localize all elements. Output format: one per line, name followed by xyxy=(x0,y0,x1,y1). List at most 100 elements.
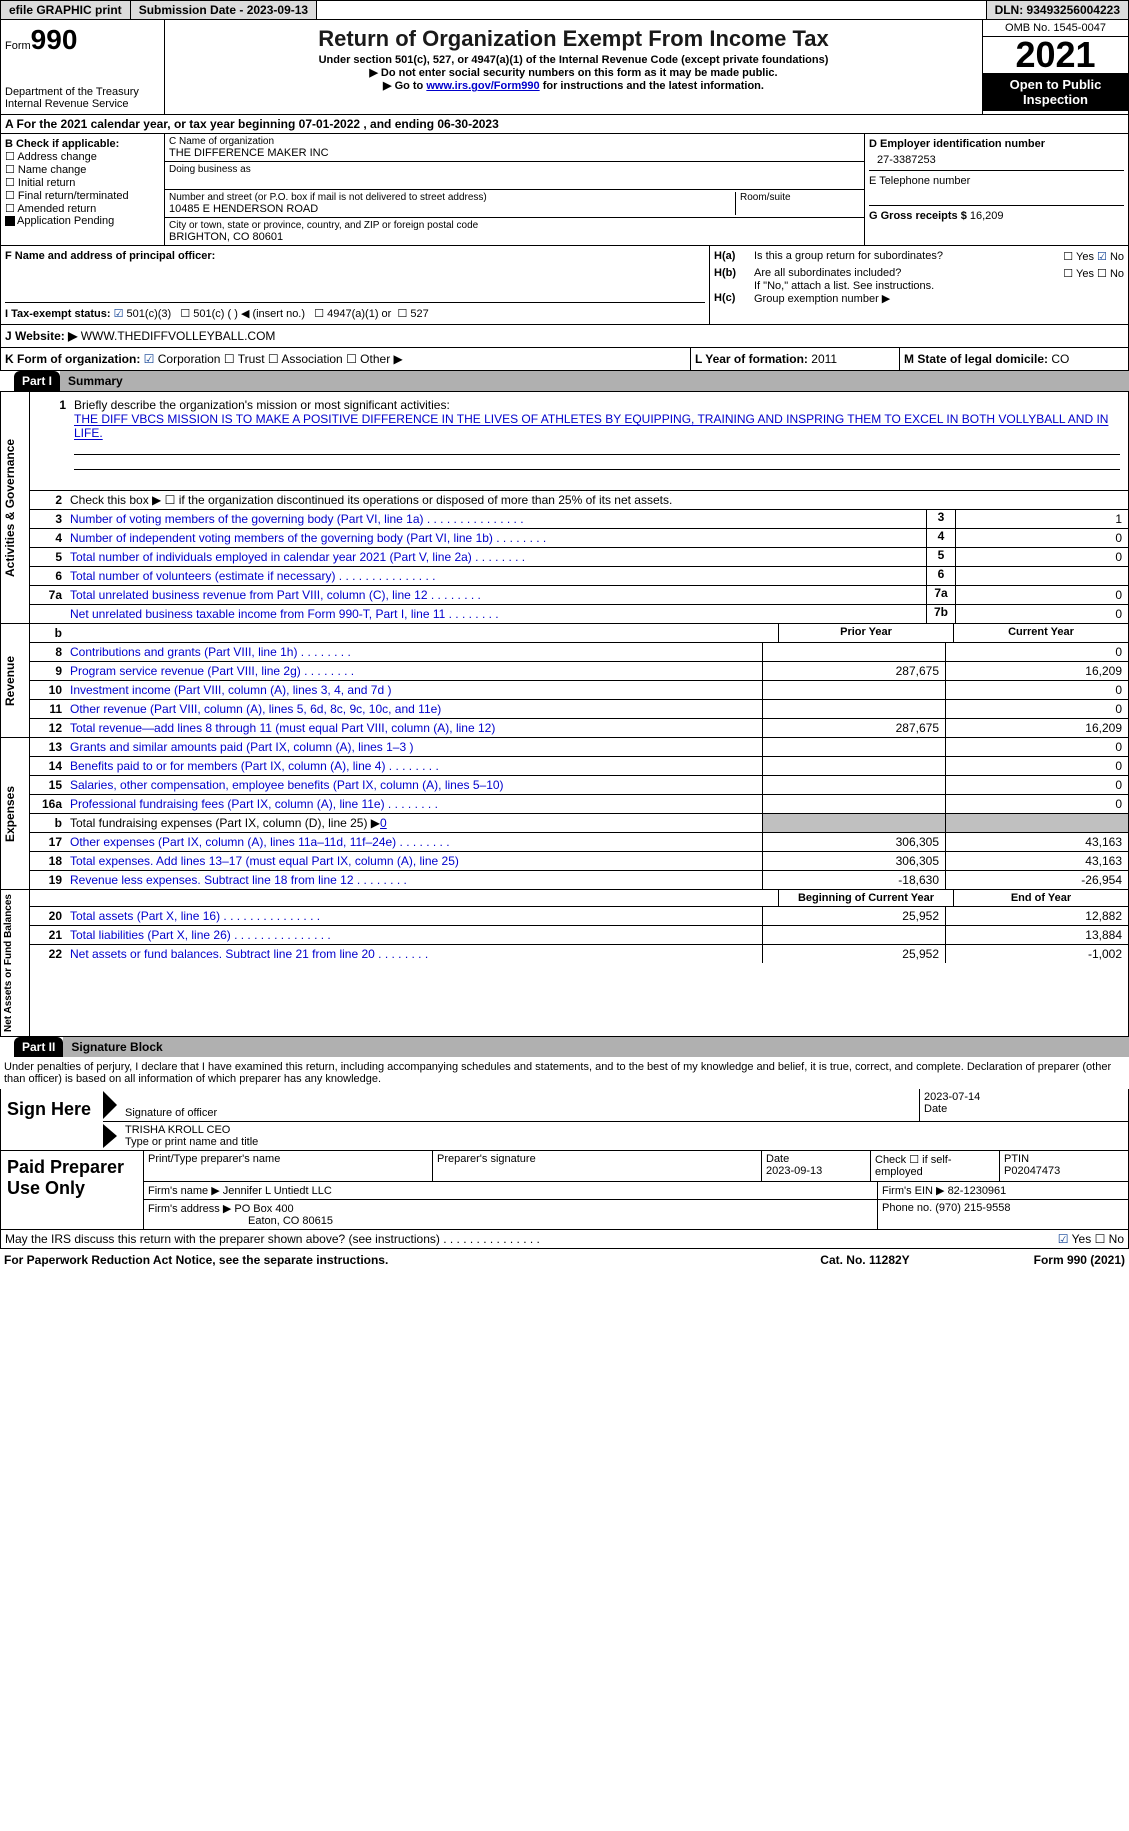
firm-ein: 82-1230961 xyxy=(948,1185,1007,1197)
cb-address-change[interactable]: Address change xyxy=(5,150,160,163)
cb-527[interactable]: 527 xyxy=(397,308,428,320)
Ha-yes[interactable]: Yes xyxy=(1063,251,1094,263)
c15: 0 xyxy=(945,776,1128,794)
l1-label: Briefly describe the organization's miss… xyxy=(74,398,450,412)
room-label: Room/suite xyxy=(740,192,860,203)
Hc-text: Group exemption number ▶ xyxy=(754,292,890,305)
C-name-label: C Name of organization xyxy=(169,136,860,147)
l13: Grants and similar amounts paid (Part IX… xyxy=(66,738,762,756)
l5: Total number of individuals employed in … xyxy=(66,548,926,566)
expenses-section: Expenses 13Grants and similar amounts pa… xyxy=(0,738,1129,890)
c12: 16,209 xyxy=(945,719,1128,737)
c19: -26,954 xyxy=(945,871,1128,889)
L-label: L Year of formation: xyxy=(695,352,808,366)
F-label: F Name and address of principal officer: xyxy=(5,250,705,262)
top-bar: efile GRAPHIC print Submission Date - 20… xyxy=(0,0,1129,20)
goto-suffix: for instructions and the latest informat… xyxy=(540,80,764,92)
Hb-yes[interactable]: Yes xyxy=(1063,268,1094,280)
c8: 0 xyxy=(945,643,1128,661)
prep-name-label: Print/Type preparer's name xyxy=(148,1153,428,1165)
cb-4947[interactable]: 4947(a)(1) or xyxy=(314,308,391,320)
cb-final-return[interactable]: Final return/terminated xyxy=(5,189,160,202)
firm-name: Jennifer L Untiedt LLC xyxy=(223,1185,332,1197)
sign-here-label: Sign Here xyxy=(1,1089,103,1150)
v7b: 0 xyxy=(955,605,1128,623)
K-L-M-row: K Form of organization: Corporation Trus… xyxy=(0,348,1129,371)
p15 xyxy=(762,776,945,794)
subtitle-1: Under section 501(c), 527, or 4947(a)(1)… xyxy=(173,54,974,66)
Ha-no[interactable]: No xyxy=(1097,251,1124,263)
arrow-icon xyxy=(103,1124,117,1148)
c11: 0 xyxy=(945,700,1128,718)
p13 xyxy=(762,738,945,756)
Ha-text: Is this a group return for subordinates? xyxy=(754,250,1063,263)
form990-link[interactable]: www.irs.gov/Form990 xyxy=(426,80,539,92)
ein-value: 27-3387253 xyxy=(869,150,1124,166)
cb-501c[interactable]: 501(c) ( ) ◀ (insert no.) xyxy=(180,308,305,320)
cb-other[interactable]: Other ▶ xyxy=(346,352,403,366)
officer-name: TRISHA KROLL CEO xyxy=(125,1124,1124,1136)
sig-date-value: 2023-07-14 xyxy=(924,1091,1124,1103)
section-B-to-G: B Check if applicable: Address change Na… xyxy=(0,134,1129,246)
dln: DLN: 93493256004223 xyxy=(986,1,1128,19)
col-prior: Prior Year xyxy=(778,624,953,642)
l7b: Net unrelated business taxable income fr… xyxy=(66,605,926,623)
revenue-section: Revenue bPrior YearCurrent Year 8Contrib… xyxy=(0,624,1129,738)
p9: 287,675 xyxy=(762,662,945,680)
l11: Other revenue (Part VIII, column (A), li… xyxy=(66,700,762,718)
firm-name-label: Firm's name ▶ xyxy=(148,1185,220,1197)
tax-year-range: A For the 2021 calendar year, or tax yea… xyxy=(0,115,1129,134)
cb-initial-return[interactable]: Initial return xyxy=(5,176,160,189)
city-label: City or town, state or province, country… xyxy=(169,220,860,231)
b20: 25,952 xyxy=(762,907,945,925)
c9: 16,209 xyxy=(945,662,1128,680)
form-label: Form xyxy=(5,40,31,52)
paperwork-notice: For Paperwork Reduction Act Notice, see … xyxy=(4,1253,765,1267)
cb-association[interactable]: Association xyxy=(268,352,343,366)
part1-title: Summary xyxy=(60,371,1129,391)
phone-label: Phone no. xyxy=(882,1202,932,1214)
p18: 306,305 xyxy=(762,852,945,870)
J-label: J Website: ▶ xyxy=(5,329,77,343)
dba-label: Doing business as xyxy=(169,164,860,175)
net-assets-section: Net Assets or Fund Balances Beginning of… xyxy=(0,890,1129,1037)
prep-date: 2023-09-13 xyxy=(766,1165,866,1177)
firm-addr-label: Firm's address ▶ xyxy=(148,1203,231,1215)
l18: Total expenses. Add lines 13–17 (must eq… xyxy=(66,852,762,870)
cb-amended-return[interactable]: Amended return xyxy=(5,202,160,215)
mission-text: THE DIFF VBCS MISSION IS TO MAKE A POSIT… xyxy=(74,412,1108,440)
l4: Number of independent voting members of … xyxy=(66,529,926,547)
date-label: Date xyxy=(924,1103,1124,1115)
l10: Investment income (Part VIII, column (A)… xyxy=(66,681,762,699)
M-label: M State of legal domicile: xyxy=(904,352,1048,366)
cb-trust[interactable]: Trust xyxy=(224,352,265,366)
gross-receipts: 16,209 xyxy=(970,210,1004,222)
l19: Revenue less expenses. Subtract line 18 … xyxy=(66,871,762,889)
v5: 0 xyxy=(955,548,1128,566)
name-title-label: Type or print name and title xyxy=(125,1136,1124,1148)
arrow-icon xyxy=(103,1091,117,1119)
cb-501c3[interactable]: 501(c)(3) xyxy=(114,308,172,320)
cb-app-pending[interactable]: Application Pending xyxy=(5,215,160,227)
prep-date-label: Date xyxy=(766,1153,866,1165)
part1-badge: Part I xyxy=(14,371,60,391)
subtitle-2: ▶ Do not enter social security numbers o… xyxy=(173,66,974,79)
check-self-employed[interactable]: Check ☐ if self-employed xyxy=(871,1151,1000,1181)
discuss-no[interactable]: No xyxy=(1095,1232,1124,1246)
vlabel-expenses: Expenses xyxy=(1,738,30,889)
cb-name-change[interactable]: Name change xyxy=(5,163,160,176)
open-inspection: Open to Public Inspection xyxy=(983,73,1128,111)
l12: Total revenue—add lines 8 through 11 (mu… xyxy=(66,719,762,737)
Hb-no[interactable]: No xyxy=(1097,268,1124,280)
p17: 306,305 xyxy=(762,833,945,851)
D-label: D Employer identification number xyxy=(869,138,1124,150)
discuss-yes[interactable]: Yes xyxy=(1058,1232,1091,1246)
l16a: Professional fundraising fees (Part IX, … xyxy=(66,795,762,813)
cb-corporation[interactable]: Corporation xyxy=(144,352,221,366)
Hb-text: Are all subordinates included? xyxy=(754,267,1063,280)
l22: Net assets or fund balances. Subtract li… xyxy=(66,945,762,963)
efile-box[interactable]: efile GRAPHIC print xyxy=(1,1,131,19)
org-name: THE DIFFERENCE MAKER INC xyxy=(169,147,860,159)
G-label: G Gross receipts $ xyxy=(869,210,967,222)
irs-label: Internal Revenue Service xyxy=(5,98,160,110)
